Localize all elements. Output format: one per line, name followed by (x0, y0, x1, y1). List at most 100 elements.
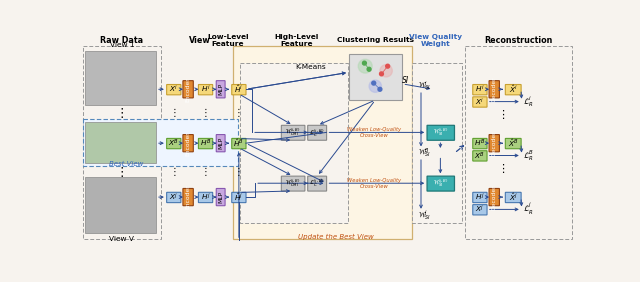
Text: $X^{i}$: $X^{i}$ (476, 96, 484, 108)
Text: Encoder: Encoder (186, 185, 191, 210)
FancyBboxPatch shape (166, 192, 181, 203)
Text: ⋮: ⋮ (170, 168, 179, 177)
FancyBboxPatch shape (473, 85, 487, 95)
FancyBboxPatch shape (183, 188, 193, 206)
Text: $X^j$: $X^j$ (169, 192, 179, 203)
FancyBboxPatch shape (473, 192, 487, 203)
Text: $X^{j}$: $X^{j}$ (476, 204, 484, 215)
Text: $\hat{H}^j$: $\hat{H}^j$ (234, 192, 243, 203)
FancyBboxPatch shape (166, 85, 181, 95)
FancyBboxPatch shape (282, 176, 305, 191)
Text: $X^B$: $X^B$ (168, 138, 179, 149)
Bar (83, 118, 238, 166)
Text: Raw Data: Raw Data (100, 36, 143, 45)
FancyBboxPatch shape (308, 176, 326, 191)
Text: $\mathcal{W}_{SI}^{(i,B)}$: $\mathcal{W}_{SI}^{(i,B)}$ (433, 127, 449, 138)
FancyBboxPatch shape (427, 176, 454, 191)
Text: Decoder: Decoder (492, 76, 497, 102)
Text: Weaken Low-Quality
Cross-View: Weaken Low-Quality Cross-View (348, 127, 401, 138)
Text: High-Level
Feature: High-Level Feature (275, 34, 319, 47)
Bar (412, 63, 462, 223)
Text: View: View (189, 36, 211, 45)
FancyBboxPatch shape (473, 138, 487, 149)
Text: $\mathcal{L}_C^{(i,B)}$: $\mathcal{L}_C^{(i,B)}$ (310, 127, 325, 138)
FancyBboxPatch shape (183, 135, 193, 152)
FancyBboxPatch shape (232, 192, 246, 203)
Circle shape (386, 64, 390, 68)
Bar (465, 46, 572, 239)
Text: ⋮: ⋮ (234, 108, 244, 118)
Text: $\hat{H}^B$: $\hat{H}^B$ (234, 138, 244, 149)
Text: Decoder: Decoder (492, 130, 497, 156)
Text: MLP: MLP (218, 83, 223, 95)
Bar (84, 177, 156, 232)
Text: ⋮: ⋮ (116, 107, 128, 120)
Bar (234, 46, 412, 239)
Text: View V: View V (109, 236, 134, 242)
Bar (84, 51, 156, 105)
FancyBboxPatch shape (308, 125, 326, 140)
Text: Best View: Best View (109, 161, 144, 167)
Text: $\mathcal{W}_{CMI}^{(i,B)}$: $\mathcal{W}_{CMI}^{(i,B)}$ (285, 127, 301, 138)
Text: MLP: MLP (218, 137, 223, 149)
FancyBboxPatch shape (232, 85, 246, 95)
Bar (83, 46, 161, 239)
Text: Encoder: Encoder (186, 131, 191, 156)
FancyBboxPatch shape (489, 188, 499, 206)
FancyBboxPatch shape (232, 138, 246, 149)
Text: $H^B$: $H^B$ (200, 138, 211, 149)
Circle shape (358, 59, 372, 73)
Text: MLP: MLP (218, 191, 223, 203)
FancyBboxPatch shape (473, 205, 487, 215)
Text: $\mathcal{L}_R^{B}$: $\mathcal{L}_R^{B}$ (523, 148, 533, 163)
Text: ⋮: ⋮ (234, 168, 244, 177)
Text: ⋮: ⋮ (497, 110, 508, 120)
FancyBboxPatch shape (473, 97, 487, 107)
Circle shape (378, 87, 382, 91)
Circle shape (367, 67, 371, 71)
Bar (239, 63, 348, 223)
FancyBboxPatch shape (506, 192, 521, 203)
Text: ⋮: ⋮ (116, 166, 128, 179)
Text: $H^i$: $H^i$ (201, 84, 211, 95)
Text: $\mathcal{W}_{CMI}^{(j,B)}$: $\mathcal{W}_{CMI}^{(j,B)}$ (285, 178, 301, 189)
Circle shape (380, 72, 383, 76)
FancyBboxPatch shape (506, 138, 521, 149)
Text: $\mathcal{L}_C^{(j,B)}$: $\mathcal{L}_C^{(j,B)}$ (310, 178, 325, 189)
Text: $\hat{X}^{i}$: $\hat{X}^{i}$ (509, 84, 518, 95)
Bar (349, 54, 402, 100)
Text: $\mathcal{L}_R^{i}$: $\mathcal{L}_R^{i}$ (523, 94, 533, 109)
FancyBboxPatch shape (216, 135, 225, 152)
Text: $\hat{X}^{j}$: $\hat{X}^{j}$ (509, 192, 518, 203)
Text: ⋮: ⋮ (201, 108, 211, 118)
FancyBboxPatch shape (183, 81, 193, 98)
Text: K-Means: K-Means (296, 64, 326, 70)
Circle shape (380, 65, 392, 77)
Text: $H^{B}$: $H^{B}$ (474, 138, 486, 149)
Text: SI: SI (402, 76, 409, 85)
FancyBboxPatch shape (473, 151, 487, 161)
Text: Encoder: Encoder (186, 77, 191, 102)
FancyBboxPatch shape (198, 85, 212, 95)
FancyBboxPatch shape (489, 81, 499, 98)
Text: $\hat{H}^i$: $\hat{H}^i$ (234, 84, 243, 95)
Text: View 1: View 1 (109, 43, 134, 49)
Text: $\mathcal{L}_R^{j}$: $\mathcal{L}_R^{j}$ (523, 201, 533, 217)
FancyBboxPatch shape (216, 81, 225, 98)
Text: $X^{B}$: $X^{B}$ (474, 150, 485, 162)
Text: $\hat{X}^{B}$: $\hat{X}^{B}$ (508, 138, 518, 149)
FancyBboxPatch shape (166, 138, 181, 149)
Bar (84, 122, 156, 163)
Text: $H^{j}$: $H^{j}$ (475, 192, 484, 203)
FancyBboxPatch shape (282, 125, 305, 140)
Text: View Quality
Weight: View Quality Weight (409, 34, 462, 47)
FancyBboxPatch shape (427, 125, 454, 140)
Text: $\mathcal{W}_{SI}^{(j,B)}$: $\mathcal{W}_{SI}^{(j,B)}$ (433, 178, 449, 189)
Text: $\mathcal{W}_{SI}^i$: $\mathcal{W}_{SI}^i$ (418, 80, 431, 93)
Text: ⋮: ⋮ (170, 108, 179, 118)
Text: Update the Best View: Update the Best View (298, 234, 374, 240)
FancyBboxPatch shape (489, 135, 499, 152)
Text: $H^j$: $H^j$ (201, 192, 211, 203)
Circle shape (362, 61, 366, 65)
Circle shape (372, 81, 376, 85)
